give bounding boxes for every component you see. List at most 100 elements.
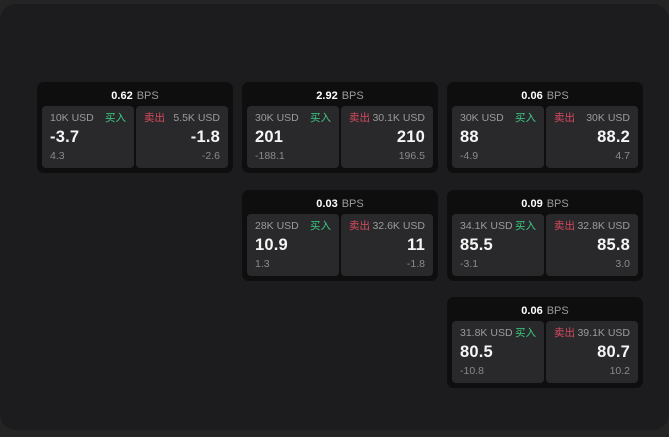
buy-tag: 买入 [515, 112, 536, 124]
card-body: 10K USD 买入 -3.7 4.3 卖出 5.5K USD -1.8 -2.… [42, 106, 228, 168]
sell-quote-tile[interactable]: 卖出 32.6K USD 11 -1.8 [341, 214, 433, 276]
buy-delta-value: -4.9 [460, 149, 479, 162]
sell-delta-value: 196.5 [398, 149, 425, 162]
sell-tag: 卖出 [554, 112, 575, 124]
buy-size-label: 28K USD [255, 220, 299, 232]
bps-unit-label: BPS [546, 305, 569, 317]
buy-delta-value: -10.8 [460, 364, 484, 377]
sell-tag: 卖出 [144, 112, 165, 124]
buy-tile-header: 34.1K USD 买入 [460, 221, 536, 232]
quote-card: 0.06 BPS 31.8K USD 买入 80.5 -10.8 卖出 39.1… [447, 297, 643, 388]
sell-price-value: 210 [396, 127, 425, 146]
sell-tile-header: 卖出 30.1K USD [349, 113, 425, 124]
sell-tag: 卖出 [554, 220, 575, 232]
sell-tag: 卖出 [349, 220, 370, 232]
buy-price-value: 10.9 [255, 235, 288, 254]
bps-spread-value: 0.06 [521, 90, 543, 102]
sell-quote-tile[interactable]: 卖出 5.5K USD -1.8 -2.6 [136, 106, 228, 168]
buy-size-label: 30K USD [255, 112, 299, 124]
buy-price-value: 88 [460, 127, 479, 146]
card-header: 2.92 BPS [247, 87, 433, 106]
sell-delta-value: -1.8 [406, 257, 425, 270]
sell-tag: 卖出 [349, 112, 370, 124]
quote-card: 0.03 BPS 28K USD 买入 10.9 1.3 卖出 32.6K US… [242, 190, 438, 281]
buy-quote-tile[interactable]: 30K USD 买入 88 -4.9 [452, 106, 544, 168]
sell-size-label: 39.1K USD [577, 327, 630, 339]
bps-unit-label: BPS [546, 90, 569, 102]
buy-tile-header: 30K USD 买入 [460, 113, 536, 124]
quote-card: 0.06 BPS 30K USD 买入 88 -4.9 卖出 30K USD 8… [447, 82, 643, 173]
buy-tile-header: 31.8K USD 买入 [460, 328, 536, 339]
sell-size-label: 30K USD [586, 112, 630, 124]
card-body: 34.1K USD 买入 85.5 -3.1 卖出 32.8K USD 85.8… [452, 214, 638, 276]
sell-quote-tile[interactable]: 卖出 30.1K USD 210 196.5 [341, 106, 433, 168]
buy-quote-tile[interactable]: 31.8K USD 买入 80.5 -10.8 [452, 321, 544, 383]
sell-tile-header: 卖出 30K USD [554, 113, 630, 124]
sell-price-value: 85.8 [597, 235, 630, 254]
sell-price-value: 11 [407, 235, 425, 254]
quote-card: 2.92 BPS 30K USD 买入 201 -188.1 卖出 30.1K … [242, 82, 438, 173]
sell-tile-header: 卖出 32.8K USD [554, 221, 630, 232]
buy-delta-value: 4.3 [50, 149, 65, 162]
bps-spread-value: 2.92 [316, 90, 338, 102]
buy-delta-value: 1.3 [255, 257, 270, 270]
buy-tag: 买入 [515, 327, 536, 339]
bps-spread-value: 0.03 [316, 198, 338, 210]
sell-price-value: 80.7 [597, 342, 630, 361]
quote-card: 0.09 BPS 34.1K USD 买入 85.5 -3.1 卖出 32.8K… [447, 190, 643, 281]
sell-size-label: 30.1K USD [372, 112, 425, 124]
sell-quote-tile[interactable]: 卖出 30K USD 88.2 4.7 [546, 106, 638, 168]
buy-price-value: -3.7 [50, 127, 80, 146]
buy-quote-tile[interactable]: 28K USD 买入 10.9 1.3 [247, 214, 339, 276]
card-header: 0.03 BPS [247, 195, 433, 214]
sell-delta-value: 4.7 [615, 149, 630, 162]
buy-tile-header: 30K USD 买入 [255, 113, 331, 124]
buy-tag: 买入 [105, 112, 126, 124]
card-body: 28K USD 买入 10.9 1.3 卖出 32.6K USD 11 -1.8 [247, 214, 433, 276]
sell-quote-tile[interactable]: 卖出 39.1K USD 80.7 10.2 [546, 321, 638, 383]
buy-tag: 买入 [310, 112, 331, 124]
sell-size-label: 32.8K USD [577, 220, 630, 232]
bps-spread-value: 0.62 [111, 90, 133, 102]
buy-price-value: 201 [255, 127, 284, 146]
sell-delta-value: 3.0 [615, 257, 630, 270]
sell-delta-value: 10.2 [609, 364, 630, 377]
buy-tile-header: 28K USD 买入 [255, 221, 331, 232]
card-header: 0.62 BPS [42, 87, 228, 106]
quote-card: 0.62 BPS 10K USD 买入 -3.7 4.3 卖出 5.5K USD… [37, 82, 233, 173]
sell-tag: 卖出 [554, 327, 575, 339]
sell-size-label: 32.6K USD [372, 220, 425, 232]
bps-spread-value: 0.06 [521, 305, 543, 317]
buy-price-value: 85.5 [460, 235, 493, 254]
buy-size-label: 10K USD [50, 112, 94, 124]
buy-quote-tile[interactable]: 30K USD 买入 201 -188.1 [247, 106, 339, 168]
sell-delta-value: -2.6 [201, 149, 220, 162]
sell-price-value: 88.2 [597, 127, 630, 146]
bps-unit-label: BPS [341, 198, 364, 210]
buy-tag: 买入 [310, 220, 331, 232]
buy-price-value: 80.5 [460, 342, 493, 361]
buy-size-label: 34.1K USD [460, 220, 513, 232]
bps-unit-label: BPS [136, 90, 159, 102]
buy-delta-value: -3.1 [460, 257, 479, 270]
bps-spread-value: 0.09 [521, 198, 543, 210]
buy-tile-header: 10K USD 买入 [50, 113, 126, 124]
sell-quote-tile[interactable]: 卖出 32.8K USD 85.8 3.0 [546, 214, 638, 276]
card-body: 30K USD 买入 201 -188.1 卖出 30.1K USD 210 1… [247, 106, 433, 168]
card-header: 0.06 BPS [452, 302, 638, 321]
buy-size-label: 30K USD [460, 112, 504, 124]
bps-unit-label: BPS [546, 198, 569, 210]
sell-tile-header: 卖出 32.6K USD [349, 221, 425, 232]
sell-tile-header: 卖出 39.1K USD [554, 328, 630, 339]
buy-quote-tile[interactable]: 10K USD 买入 -3.7 4.3 [42, 106, 134, 168]
card-header: 0.06 BPS [452, 87, 638, 106]
card-body: 30K USD 买入 88 -4.9 卖出 30K USD 88.2 4.7 [452, 106, 638, 168]
card-body: 31.8K USD 买入 80.5 -10.8 卖出 39.1K USD 80.… [452, 321, 638, 383]
buy-quote-tile[interactable]: 34.1K USD 买入 85.5 -3.1 [452, 214, 544, 276]
buy-tag: 买入 [515, 220, 536, 232]
buy-delta-value: -188.1 [255, 149, 285, 162]
sell-tile-header: 卖出 5.5K USD [144, 113, 220, 124]
sell-size-label: 5.5K USD [173, 112, 220, 124]
card-header: 0.09 BPS [452, 195, 638, 214]
